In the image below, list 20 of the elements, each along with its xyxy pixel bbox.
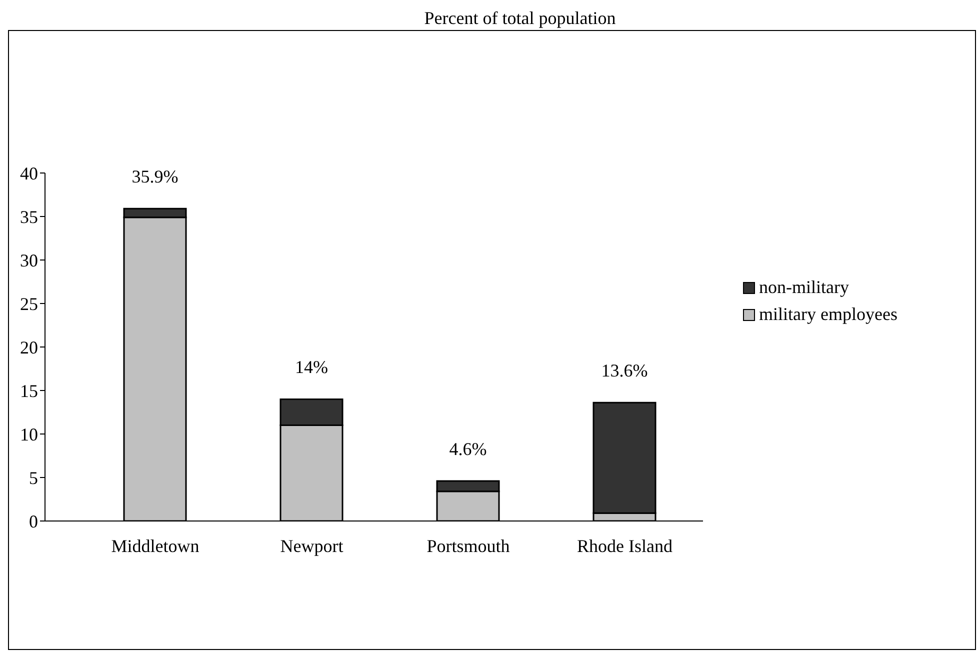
- x-tick-label: Portsmouth: [426, 536, 510, 556]
- x-tick-label: Middletown: [111, 536, 200, 556]
- y-tick-label: 10: [20, 424, 38, 444]
- x-tick-label: Newport: [280, 536, 344, 556]
- total-label: 13.6%: [601, 360, 648, 381]
- y-tick-label: 20: [20, 337, 38, 358]
- legend-label: non-military: [759, 277, 849, 298]
- y-tick-label: 40: [20, 163, 38, 184]
- total-label: 35.9%: [132, 166, 178, 187]
- chart-title: Percent of total population: [423, 8, 617, 30]
- y-tick-label: 15: [20, 380, 38, 401]
- total-label: 4.6%: [449, 438, 487, 459]
- y-tick-label: 25: [20, 294, 38, 314]
- x-tick-label: Rhode Island: [577, 536, 672, 556]
- y-tick-label: 0: [29, 511, 38, 532]
- y-tick-label: 5: [29, 468, 38, 488]
- legend-label: military employees: [759, 304, 898, 325]
- y-tick-label: 30: [20, 250, 38, 270]
- total-label: 14%: [295, 357, 328, 378]
- y-tick-label: 35: [20, 206, 38, 227]
